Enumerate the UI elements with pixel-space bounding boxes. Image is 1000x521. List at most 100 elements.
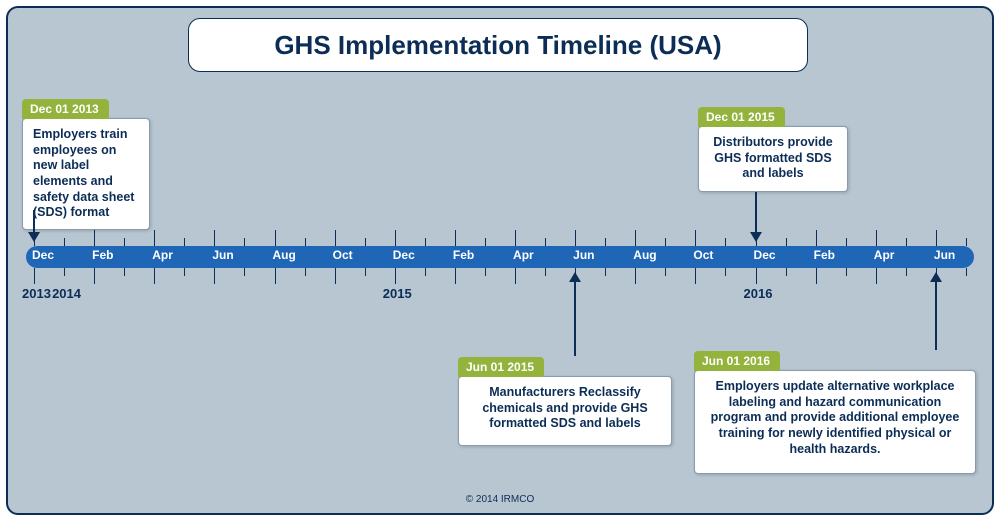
tick <box>275 230 276 246</box>
tick <box>425 238 426 246</box>
tick <box>876 268 877 284</box>
tick <box>64 268 65 276</box>
tick <box>124 238 125 246</box>
tick <box>635 268 636 284</box>
month-label: Feb <box>92 248 113 262</box>
tick <box>545 238 546 246</box>
tick <box>635 230 636 246</box>
year-label: 2016 <box>744 286 773 301</box>
month-label: Aug <box>273 248 296 262</box>
month-label: Apr <box>513 248 534 262</box>
year-label: 2015 <box>383 286 412 301</box>
event-text: Employers train employees on new label e… <box>23 119 149 229</box>
tick <box>244 268 245 276</box>
tick <box>695 268 696 284</box>
tick <box>846 268 847 276</box>
tick <box>94 230 95 246</box>
event-text: Manufacturers Reclassify chemicals and p… <box>459 377 671 440</box>
arrow-head-up-icon <box>569 272 581 282</box>
event-date-tag: Dec 01 2015 <box>698 107 785 127</box>
month-label: Oct <box>693 248 713 262</box>
tick <box>365 268 366 276</box>
tick <box>966 268 967 276</box>
event-text: Distributors provide GHS formatted SDS a… <box>699 127 847 190</box>
tick <box>605 238 606 246</box>
arrow-head-down-icon <box>750 232 762 242</box>
event-arrow <box>755 192 757 232</box>
event-card: Jun 01 2016Employers update alternative … <box>694 370 976 474</box>
title-card: GHS Implementation Timeline (USA) <box>188 18 808 72</box>
tick <box>515 230 516 246</box>
month-label: Apr <box>874 248 895 262</box>
tick <box>605 268 606 276</box>
tick <box>395 230 396 246</box>
tick <box>455 230 456 246</box>
month-label: Aug <box>633 248 656 262</box>
tick <box>154 268 155 284</box>
tick <box>34 268 35 284</box>
event-card: Dec 01 2013Employers train employees on … <box>22 118 150 230</box>
arrow-head-down-icon <box>28 232 40 242</box>
month-label: Dec <box>754 248 776 262</box>
tick <box>335 230 336 246</box>
month-label: Dec <box>393 248 415 262</box>
event-card: Jun 01 2015Manufacturers Reclassify chem… <box>458 376 672 446</box>
event-date-tag: Jun 01 2015 <box>458 357 544 377</box>
tick <box>725 238 726 246</box>
footer-copyright: © 2014 IRMCO <box>8 494 992 505</box>
event-arrow <box>935 282 937 350</box>
tick <box>665 238 666 246</box>
tick <box>816 268 817 284</box>
tick <box>876 230 877 246</box>
timeline-frame: GHS Implementation Timeline (USA) Dec Feb… <box>6 6 994 515</box>
month-label: Jun <box>934 248 955 262</box>
month-label: Jun <box>212 248 233 262</box>
event-arrow <box>574 282 576 356</box>
tick <box>455 268 456 284</box>
month-label: Dec <box>32 248 54 262</box>
tick <box>214 230 215 246</box>
event-text: Employers update alternative workplace l… <box>695 371 975 465</box>
tick <box>545 268 546 276</box>
tick <box>154 230 155 246</box>
arrow-head-up-icon <box>930 272 942 282</box>
month-label: Apr <box>152 248 173 262</box>
tick <box>786 238 787 246</box>
tick <box>665 268 666 276</box>
year-label: 2014 <box>52 286 81 301</box>
tick <box>275 268 276 284</box>
month-label: Jun <box>573 248 594 262</box>
tick <box>695 230 696 246</box>
month-label: Oct <box>333 248 353 262</box>
tick <box>425 268 426 276</box>
tick <box>906 238 907 246</box>
year-label: 2013 <box>22 286 51 301</box>
tick <box>575 230 576 246</box>
tick <box>94 268 95 284</box>
event-card: Dec 01 2015Distributors provide GHS form… <box>698 126 848 192</box>
tick <box>214 268 215 284</box>
tick <box>184 268 185 276</box>
tick <box>244 238 245 246</box>
tick <box>485 238 486 246</box>
month-label: Feb <box>814 248 835 262</box>
tick <box>365 238 366 246</box>
tick <box>64 238 65 246</box>
tick <box>725 268 726 276</box>
tick <box>485 268 486 276</box>
tick <box>305 268 306 276</box>
tick <box>395 268 396 284</box>
tick <box>816 230 817 246</box>
page-title: GHS Implementation Timeline (USA) <box>274 30 721 61</box>
tick <box>936 230 937 246</box>
tick <box>305 238 306 246</box>
event-arrow <box>33 210 35 232</box>
tick <box>124 268 125 276</box>
tick <box>846 238 847 246</box>
tick <box>966 238 967 246</box>
month-label: Feb <box>453 248 474 262</box>
tick <box>906 268 907 276</box>
tick <box>184 238 185 246</box>
event-date-tag: Jun 01 2016 <box>694 351 780 371</box>
tick <box>515 268 516 284</box>
